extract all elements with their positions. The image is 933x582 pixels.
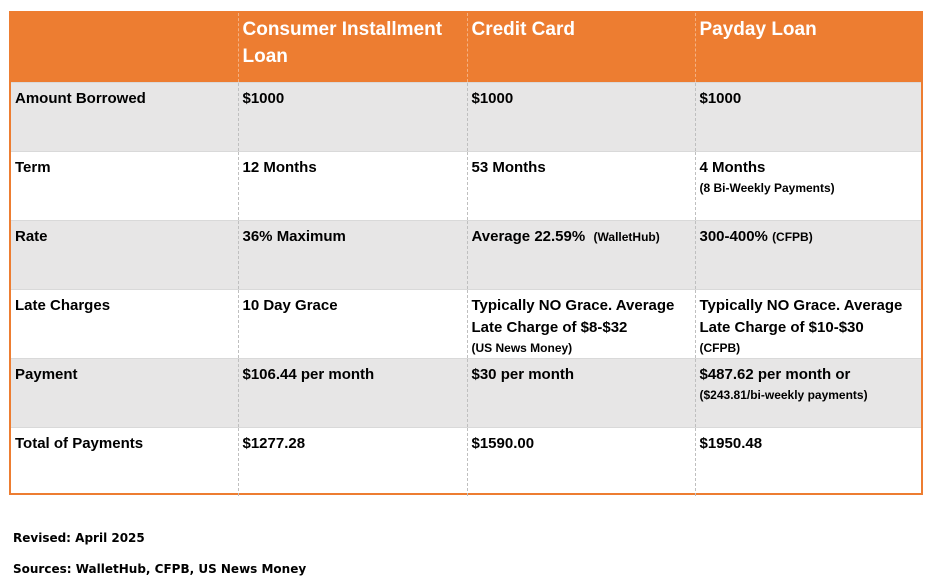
cell-payday: 300-400% (CFPB) [694,219,921,289]
comparison-table: Consumer Installment Loan Credit Card Pa… [11,13,921,496]
row-label: Payment [11,357,238,427]
row-label: Term [11,150,238,220]
cell-credit-card: Average 22.59% (WalletHub) [466,219,695,289]
cell-payday-note: ($243.81/bi-weekly payments) [699,387,868,402]
cell-payday: 4 Months (8 Bi-Weekly Payments) [694,150,921,220]
revised-date: Revised: April 2025 [13,531,145,545]
cell-credit-card: $1590.00 [466,426,695,496]
cell-installment: $1000 [237,81,467,151]
row-amount-borrowed: Amount Borrowed $1000 $1000 $1000 [11,81,921,151]
row-total-of-payments: Total of Payments $1277.28 $1590.00 $195… [11,426,921,496]
loan-comparison-table: Consumer Installment Loan Credit Card Pa… [9,11,923,496]
cell-payday-value: 4 Months [699,158,766,176]
cell-payday-source: (CFPB) [772,229,813,244]
cell-credit-card: $30 per month [466,357,695,427]
cell-payday: $1000 [694,81,921,151]
cell-payday-note: (CFPB) [699,340,741,355]
row-label: Late Charges [11,288,238,358]
cell-credit-card-source: (WalletHub) [593,229,660,244]
header-empty-cell [11,13,238,82]
header-row: Consumer Installment Loan Credit Card Pa… [11,13,921,82]
cell-installment: 36% Maximum [237,219,467,289]
cell-installment: $1277.28 [237,426,467,496]
cell-credit-card-value: Average 22.59% [471,227,586,245]
row-label: Total of Payments [11,426,238,496]
cell-payday-value: $487.62 per month or [699,365,851,383]
cell-credit-card: 53 Months [466,150,695,220]
cell-payday: $1950.48 [694,426,921,496]
row-payment: Payment $106.44 per month $30 per month … [11,357,921,427]
cell-credit-card-value: Typically NO Grace. Average Late Charge … [471,296,675,336]
cell-payday-note: (8 Bi-Weekly Payments) [699,180,835,195]
cell-credit-card: Typically NO Grace. Average Late Charge … [466,288,695,358]
header-consumer-installment-loan: Consumer Installment Loan [237,13,467,82]
row-late-charges: Late Charges 10 Day Grace Typically NO G… [11,288,921,358]
row-term: Term 12 Months 53 Months 4 Months (8 Bi-… [11,150,921,220]
cell-installment: 12 Months [237,150,467,220]
cell-payday: Typically NO Grace. Average Late Charge … [694,288,921,358]
row-rate: Rate 36% Maximum Average 22.59% (WalletH… [11,219,921,289]
cell-payday: $487.62 per month or ($243.81/bi-weekly … [694,357,921,427]
row-label: Rate [11,219,238,289]
row-label: Amount Borrowed [11,81,238,151]
cell-payday-value: 300-400% [699,227,768,245]
cell-credit-card: $1000 [466,81,695,151]
cell-credit-card-note: (US News Money) [471,340,573,355]
sources-line: Sources: WalletHub, CFPB, US News Money [13,562,307,576]
cell-installment: 10 Day Grace [237,288,467,358]
header-payday-loan: Payday Loan [694,13,921,82]
cell-payday-value: Typically NO Grace. Average Late Charge … [699,296,903,336]
header-credit-card: Credit Card [466,13,695,82]
cell-installment: $106.44 per month [237,357,467,427]
